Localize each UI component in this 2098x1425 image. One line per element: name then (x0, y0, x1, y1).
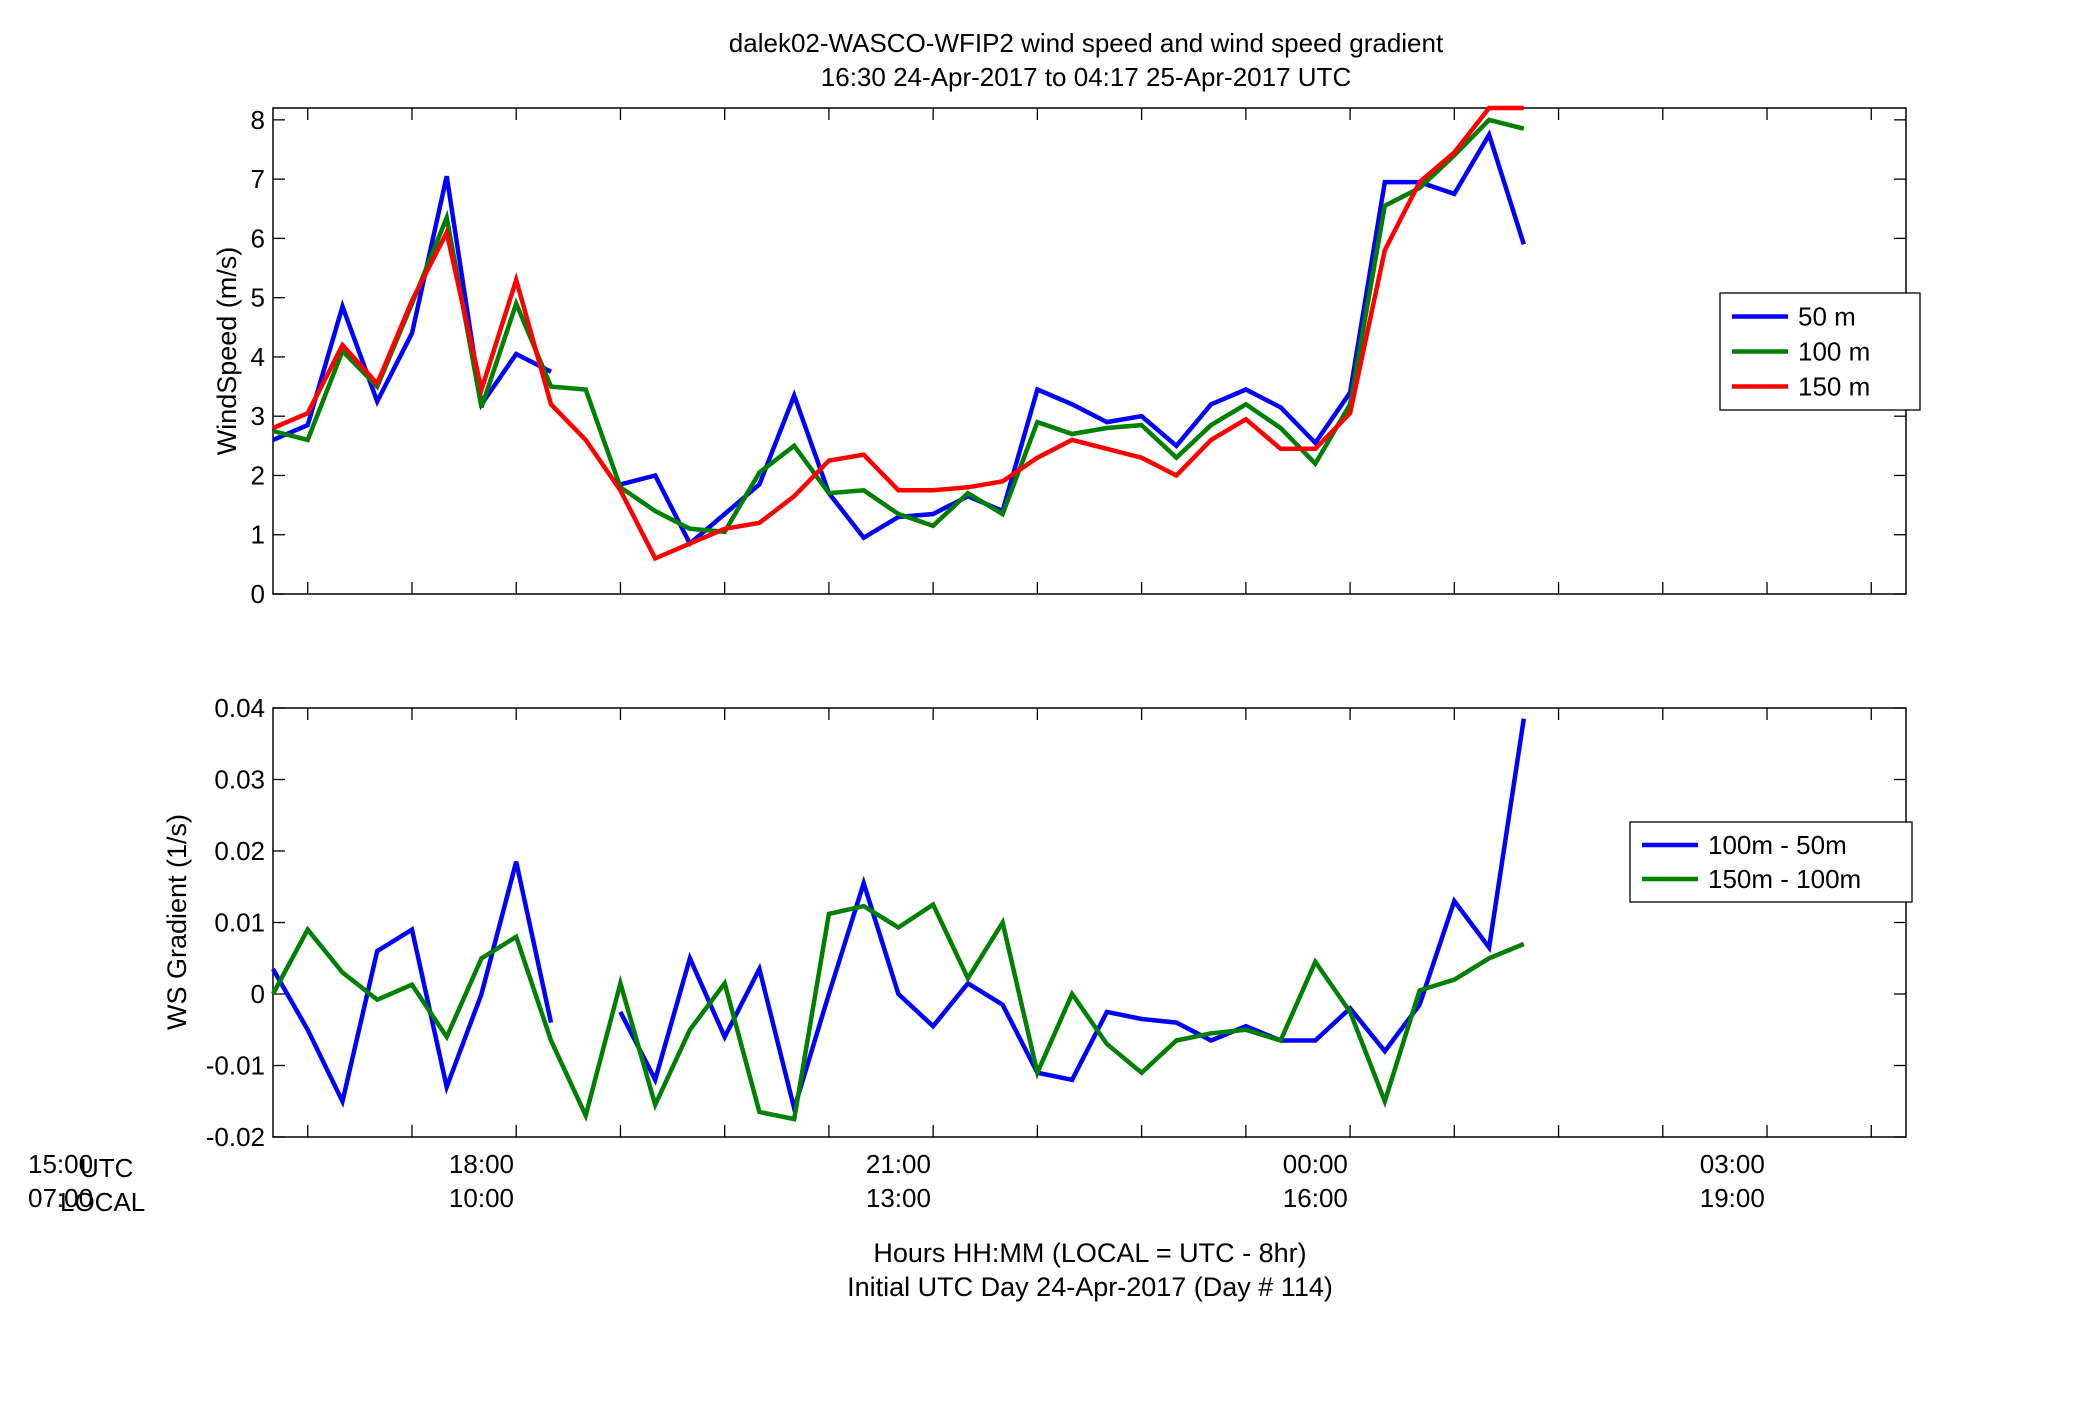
legend-label: 150m - 100m (1708, 864, 1861, 894)
windspeed-panel: 0 1 2 3 4 5 6 7 8 WindSpeed (m/s) 50 m 100 m 150 m (212, 105, 1921, 609)
gradient-axes-frame (272, 707, 1907, 1138)
x-tick-labels: 18:00 10:00 21:00 13:00 00:00 16:00 03:00 19:00 (449, 1149, 1765, 1213)
x-tick-label-utc: 21:00 (866, 1149, 931, 1179)
gradient-legend: 100m - 50m 150m - 100m (1629, 821, 1913, 903)
corner-utc-label: UTC (80, 1153, 133, 1183)
series-line-100m-50m (271, 718, 1527, 1117)
gradient-ylabel: WS Gradient (1/s) (162, 814, 192, 1030)
y-tick-label: 7 (251, 164, 265, 194)
corner-local-time: 07:00 (28, 1183, 93, 1213)
gradient-series (271, 718, 1527, 1123)
series-line-150m-100m (271, 901, 1525, 1123)
legend-label: 150 m (1798, 372, 1870, 402)
windspeed-axes-frame (272, 107, 1907, 595)
y-tick-label: 0 (251, 579, 265, 609)
windspeed-ylabel: WindSpeed (m/s) (212, 247, 242, 456)
corner-utc-time: 15:00 (28, 1149, 93, 1179)
chart-subtitle: 16:30 24-Apr-2017 to 04:17 25-Apr-2017 U… (821, 62, 1351, 92)
y-tick-label: 0.03 (214, 765, 265, 795)
corner-local-label: LOCAL (60, 1187, 145, 1217)
y-tick-label: -0.01 (206, 1051, 265, 1081)
x-tick-label-utc: 00:00 (1283, 1149, 1348, 1179)
y-tick-label: 0.01 (214, 908, 265, 938)
y-tick-label: 0.02 (214, 836, 265, 866)
series-line-100-m (272, 117, 1525, 535)
y-tick-label: 6 (251, 223, 265, 253)
x-tick-label-local: 10:00 (449, 1183, 514, 1213)
x-tick-label-local: 13:00 (866, 1183, 931, 1213)
x-axis-label-2: Initial UTC Day 24-Apr-2017 (Day # 114) (847, 1272, 1333, 1302)
x-tick-label-utc: 18:00 (449, 1149, 514, 1179)
y-tick-label: 3 (251, 401, 265, 431)
x-tick-label-local: 16:00 (1283, 1183, 1348, 1213)
windspeed-legend: 50 m 100 m 150 m (1719, 292, 1921, 411)
chart-title: dalek02-WASCO-WFIP2 wind speed and wind … (729, 28, 1444, 58)
windspeed-ticks: 0 1 2 3 4 5 6 7 8 (251, 105, 1906, 609)
legend-label: 100 m (1798, 337, 1870, 367)
y-tick-label: 1 (251, 520, 265, 550)
x-axis-label: Hours HH:MM (LOCAL = UTC - 8hr) (873, 1238, 1306, 1268)
x-tick-label-utc: 03:00 (1700, 1149, 1765, 1179)
legend-box (1629, 821, 1913, 903)
y-tick-label: 2 (251, 460, 265, 490)
series-line-150-m (272, 105, 1524, 562)
y-tick-label: 0 (251, 979, 265, 1009)
y-tick-label: 8 (251, 105, 265, 135)
y-tick-label: -0.02 (206, 1122, 265, 1152)
gradient-panel: -0.02 -0.01 0 0.01 0.02 0.03 0.04 WS Gradient … (162, 693, 1913, 1152)
y-tick-label: 5 (251, 283, 265, 313)
gradient-ticks: -0.02 -0.01 0 0.01 0.02 0.03 0.04 (206, 693, 1906, 1152)
y-tick-label: 4 (251, 342, 265, 372)
y-tick-label: 0.04 (214, 693, 265, 723)
legend-label: 50 m (1798, 302, 1856, 332)
windspeed-series (272, 105, 1526, 562)
x-tick-label-local: 19:00 (1700, 1183, 1765, 1213)
legend-label: 100m - 50m (1708, 830, 1847, 860)
